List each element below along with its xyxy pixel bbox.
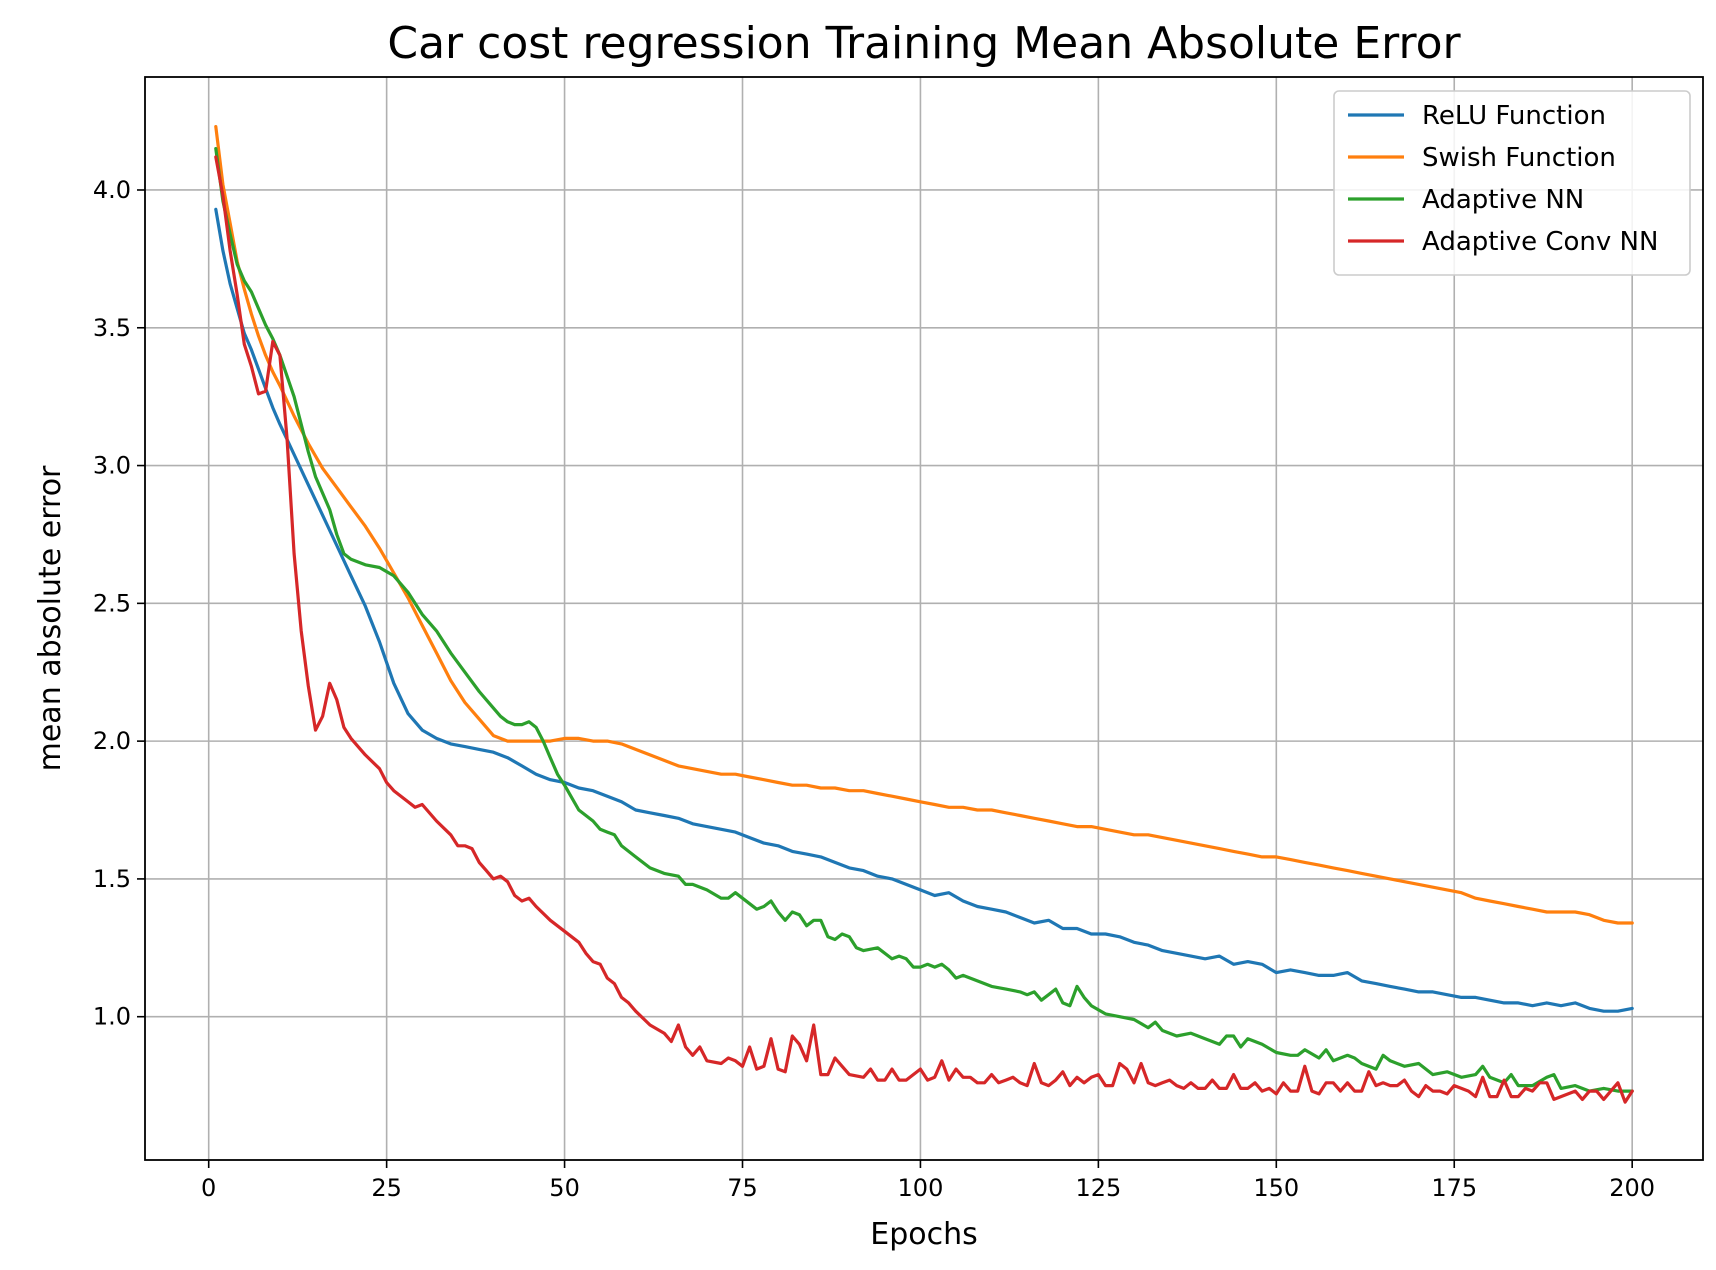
x-axis-label: Epochs [870, 1217, 978, 1252]
series-line-relu-function [214, 207, 1634, 1013]
series-lines [214, 125, 1634, 1104]
legend-label: Adaptive Conv NN [1422, 227, 1658, 257]
legend-box [1333, 90, 1691, 276]
legend-label: Swish Function [1422, 143, 1616, 173]
x-tick-label: 50 [549, 1174, 580, 1202]
y-tick-label: 1.0 [93, 1003, 131, 1031]
y-tick-label: 3.0 [93, 452, 131, 480]
y-tick-label: 2.5 [93, 589, 131, 617]
y-tick-label: 2.0 [93, 727, 131, 755]
chart-title: Car cost regression Training Mean Absolu… [387, 18, 1461, 69]
series-line-adaptive-conv-nn [214, 155, 1634, 1104]
legend: ReLU Function Swish Function Adaptive NN Ad… [1333, 90, 1691, 276]
series-line-adaptive-nn [214, 147, 1634, 1093]
axis-ticks: 0 25 50 75 100 125 150 175 200 1.0 1.5 2.0 2.5 3.0 3.5… [93, 176, 1655, 1202]
x-tick-label: 75 [727, 1174, 758, 1202]
x-tick-label: 125 [1075, 1174, 1121, 1202]
legend-label: Adaptive NN [1422, 185, 1584, 215]
plot-frame [144, 76, 1704, 1161]
x-tick-label: 175 [1431, 1174, 1477, 1202]
y-tick-label: 1.5 [93, 865, 131, 893]
legend-label: ReLU Function [1422, 101, 1606, 131]
y-axis-label: mean absolute error [33, 465, 68, 771]
x-tick-label: 0 [201, 1174, 216, 1202]
y-tick-label: 4.0 [93, 176, 131, 204]
x-tick-label: 150 [1253, 1174, 1299, 1202]
x-tick-label: 200 [1609, 1174, 1655, 1202]
x-tick-label: 100 [898, 1174, 944, 1202]
y-tick-label: 3.5 [93, 314, 131, 342]
x-tick-label: 25 [371, 1174, 402, 1202]
